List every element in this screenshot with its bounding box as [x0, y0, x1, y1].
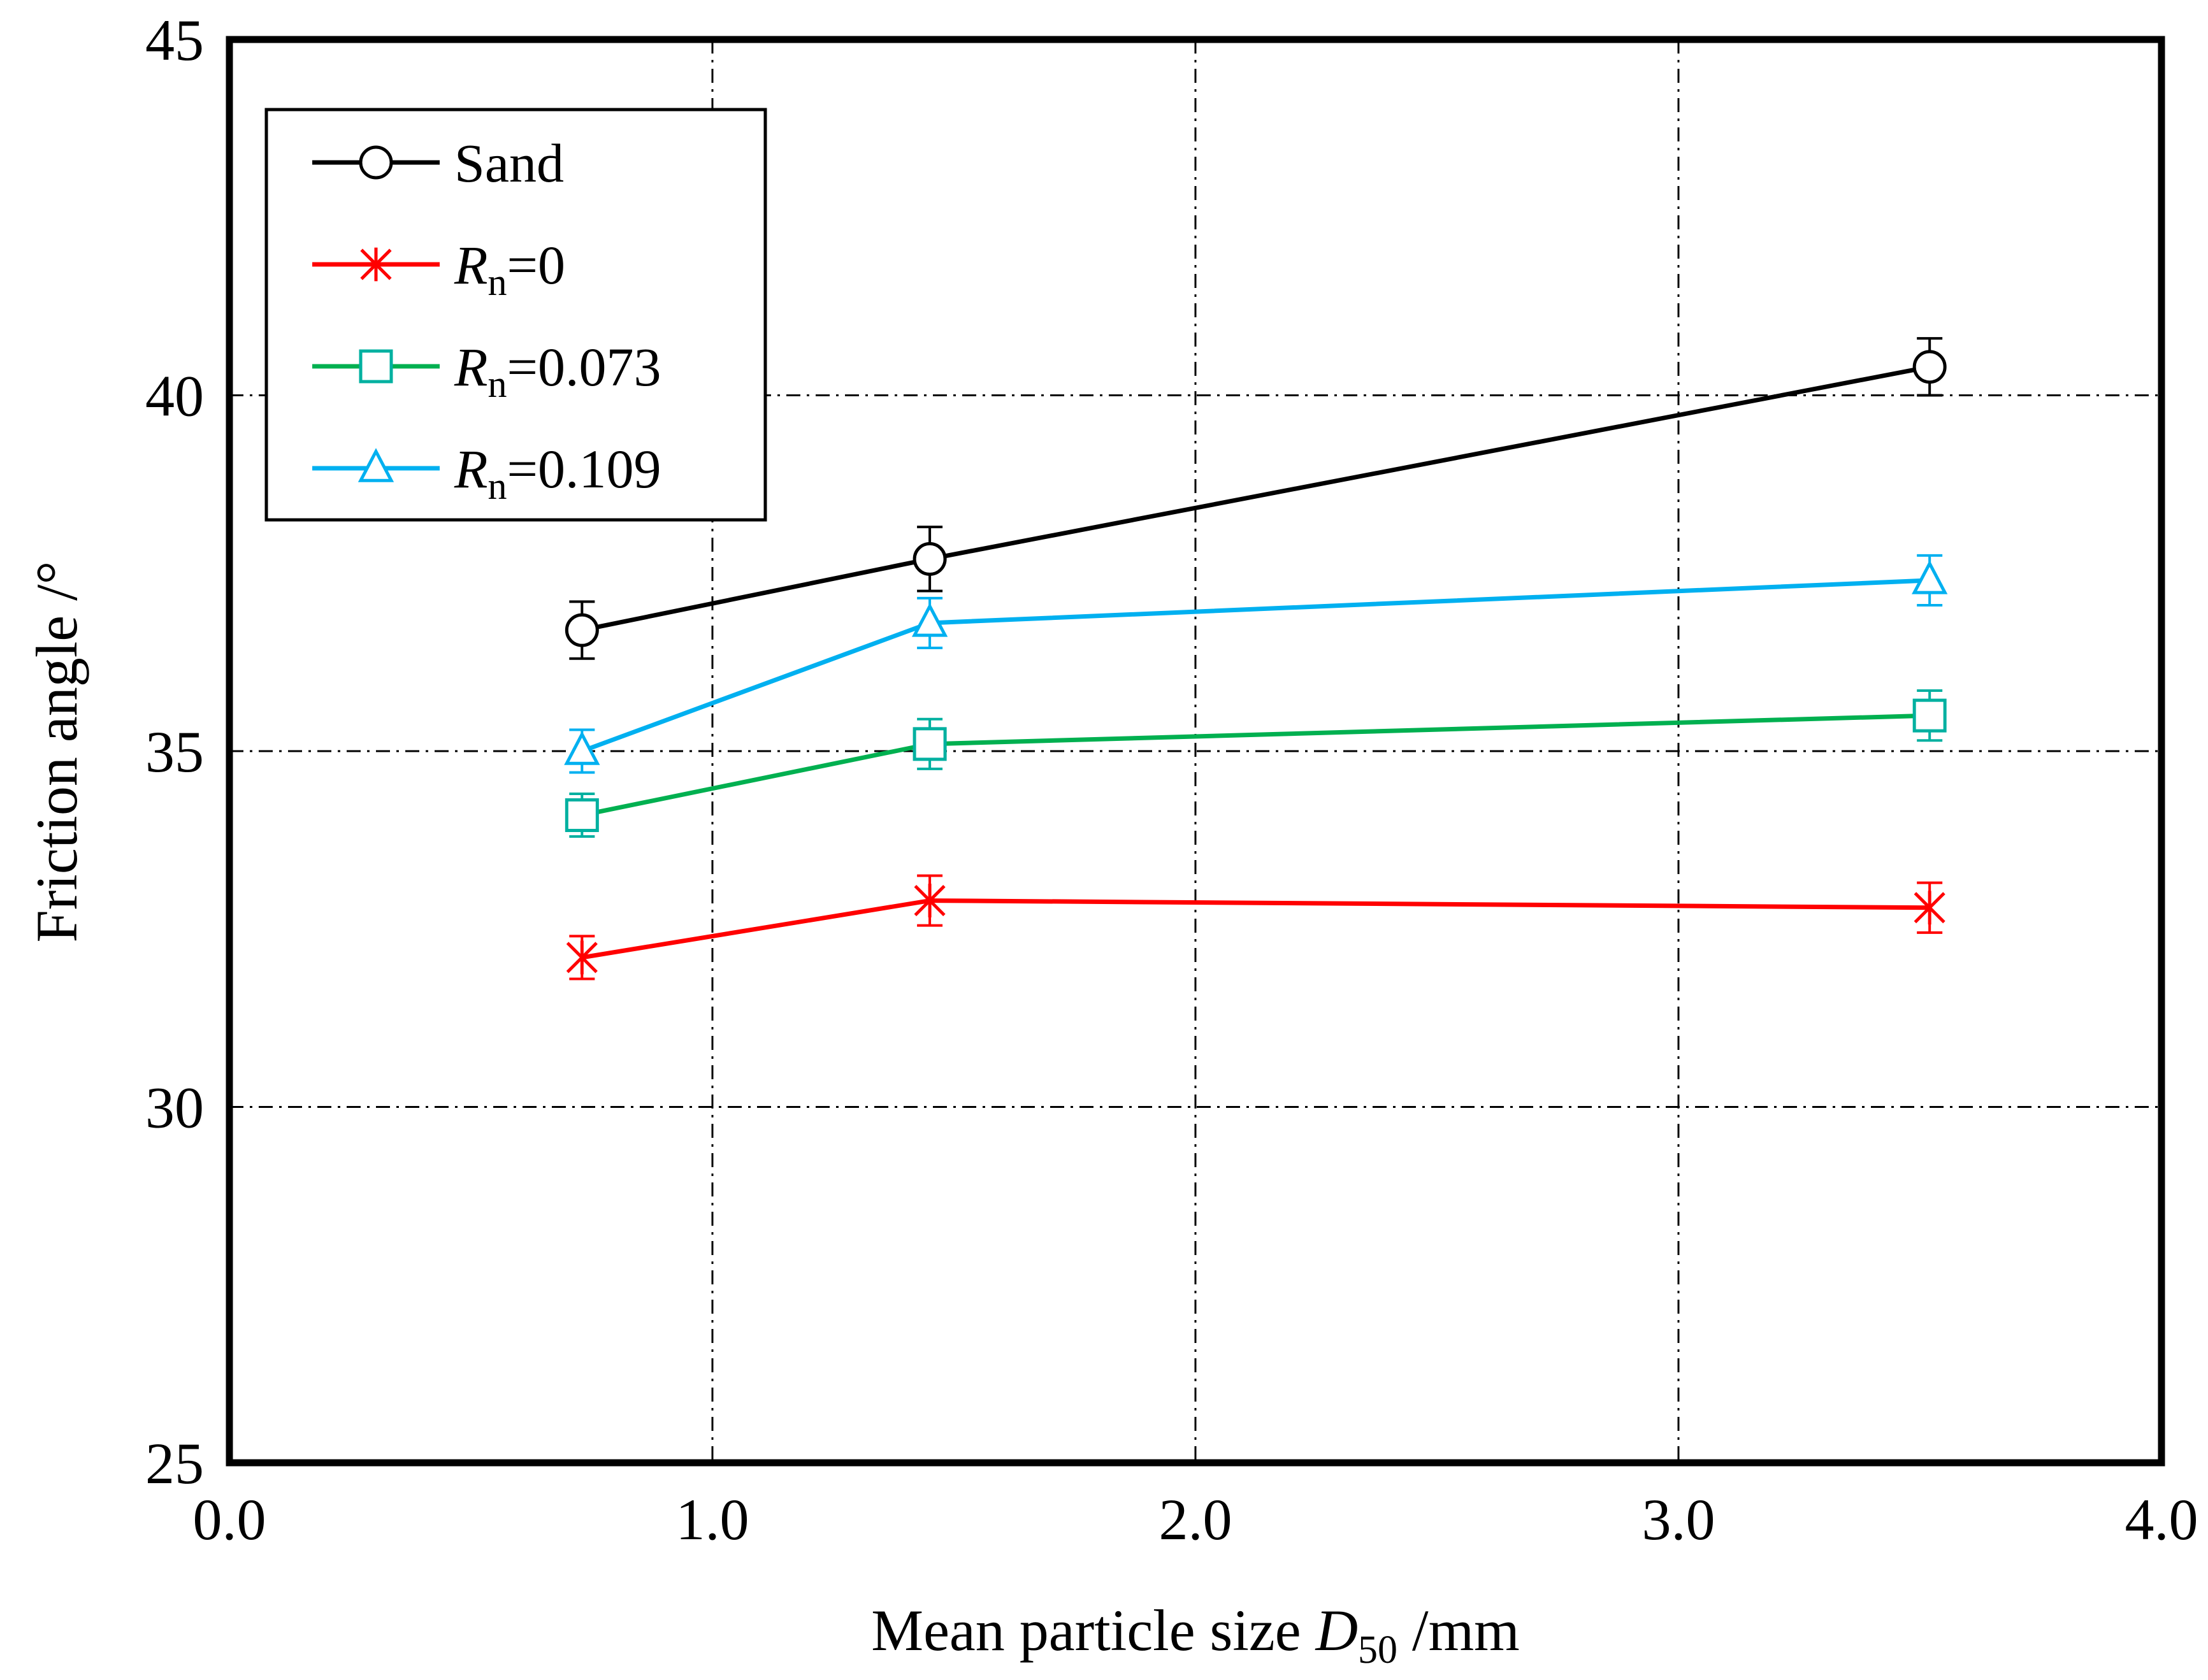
- x-tick-label: 2.0: [1159, 1487, 1232, 1552]
- y-tick-label: 45: [145, 8, 204, 73]
- x-tick-label: 4.0: [2125, 1487, 2198, 1552]
- data-point: [1914, 891, 1945, 925]
- series-line: [581, 578, 1930, 754]
- legend-marker: [357, 448, 394, 482]
- x-axis-label-main: Mean particle size: [871, 1598, 1315, 1663]
- data-point: [1912, 350, 1947, 384]
- legend-item: Rn=0.073: [312, 336, 661, 405]
- legend-item: Sand: [312, 133, 564, 194]
- legend-item: Rn=0: [312, 234, 565, 303]
- data-point: [566, 940, 598, 975]
- y-tick-label: 35: [145, 719, 204, 784]
- series-rn-0-073: [565, 689, 1947, 838]
- x-axis-label: Mean particle size D50 /mm: [871, 1598, 1519, 1672]
- data-point: [565, 613, 599, 647]
- data-point: [1912, 698, 1947, 733]
- legend-marker: [359, 349, 393, 384]
- data-point: [564, 731, 600, 765]
- legend-item: Rn=0.109: [312, 438, 661, 507]
- x-axis-label-subscript: 50: [1358, 1628, 1397, 1672]
- legend-label: Sand: [454, 133, 564, 194]
- series-rn-0: [566, 874, 1945, 980]
- x-tick-label: 3.0: [1642, 1487, 1715, 1552]
- legend-label: Rn=0.109: [454, 438, 661, 507]
- series-layer: [564, 337, 1948, 980]
- x-axis-label-symbol: D: [1315, 1598, 1358, 1663]
- x-tick-label: 1.0: [676, 1487, 749, 1552]
- y-tick-label: 40: [145, 364, 204, 429]
- y-tick-label: 25: [145, 1431, 204, 1496]
- x-axis-label-unit: /mm: [1397, 1598, 1520, 1663]
- axis-ticks: 0.0 1.0 2.0 3.0 4.0 25 30 35 40 45: [145, 8, 2198, 1552]
- y-tick-label: 30: [145, 1075, 204, 1140]
- plot-area-frame: [226, 36, 2165, 1467]
- series-rn-0-109: [564, 554, 1948, 774]
- legend-marker: [360, 247, 392, 282]
- data-point: [1912, 560, 1948, 594]
- data-point: [913, 727, 947, 761]
- data-point: [914, 884, 946, 917]
- series-sand: [565, 337, 1947, 660]
- series-line: [581, 713, 1930, 817]
- legend-marker: [359, 145, 393, 180]
- x-tick-label: 0.0: [193, 1487, 266, 1552]
- data-point: [565, 798, 599, 833]
- legend-label: Rn=0.073: [454, 336, 661, 405]
- legend-label: Rn=0: [454, 234, 565, 303]
- y-axis-label: Friction angle /°: [24, 561, 89, 943]
- legend: Sand Rn=0 Rn=0.073 Rn=0.109: [264, 108, 767, 522]
- data-point: [911, 603, 948, 637]
- legend-box: [264, 108, 767, 522]
- series-line: [581, 898, 1930, 960]
- data-point: [913, 542, 947, 576]
